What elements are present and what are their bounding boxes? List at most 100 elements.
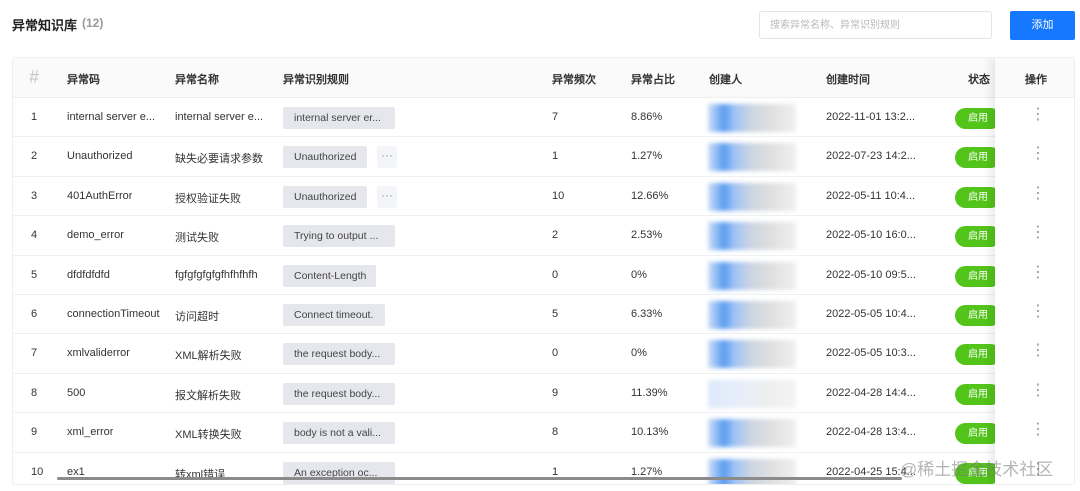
rule-tag: the request body... — [283, 343, 395, 366]
row-actions-menu-icon[interactable]: ⋮ — [1030, 381, 1046, 399]
table-row[interactable]: 4 demo_error 测试失败 Trying to output ... 2 2.53… — [13, 216, 1074, 256]
column-header-status: 状态 — [968, 74, 990, 86]
more-rules-button[interactable]: ··· — [377, 185, 397, 208]
creator-avatar-image — [708, 458, 796, 484]
watermark: @稀土掘金技术社区 — [900, 460, 1054, 479]
exception-frequency: 2 — [552, 229, 559, 242]
exception-frequency: 7 — [552, 111, 559, 123]
rule-tag: Unauthorized — [283, 146, 367, 169]
creator-avatar — [708, 379, 796, 408]
table-row[interactable]: 3 401AuthError 授权验证失败 Unauthorized ··· 10 12.6… — [13, 177, 1074, 217]
row-actions-menu-icon[interactable]: ⋮ — [1030, 145, 1046, 163]
exception-ratio: 1.27% — [631, 150, 663, 163]
row-actions-menu-icon[interactable]: ⋮ — [1030, 263, 1046, 281]
creator-avatar-image — [708, 222, 796, 251]
status-toggle[interactable]: 启用 — [955, 186, 1001, 208]
column-header-code: 异常码 — [67, 74, 100, 86]
table-header: # 异常码 异常名称 异常识别规则 异常频次 异常占比 创建人 创建时间 状态 — [13, 58, 1074, 98]
creator-avatar-image — [708, 419, 796, 448]
exception-table: # 异常码 异常名称 异常识别规则 异常频次 异常占比 创建人 创建时间 状态 … — [12, 57, 1075, 485]
exception-code: dfdfdfdfd — [67, 268, 110, 281]
search-input[interactable] — [759, 11, 992, 39]
status-toggle[interactable]: 启用 — [955, 305, 1001, 326]
item-count: (12) — [82, 16, 104, 30]
status-toggle[interactable]: 启用 — [955, 344, 1001, 366]
created-time: 2022-11-01 13:2... — [826, 111, 916, 123]
creator-avatar — [708, 143, 796, 172]
created-time: 2022-05-10 09:5... — [826, 268, 916, 281]
exception-ratio: 1.27% — [631, 465, 663, 478]
row-index: 6 — [31, 308, 38, 320]
exception-code: xml_error — [67, 426, 114, 439]
rule-tag: Trying to output ... — [283, 225, 395, 248]
table-row[interactable]: 8 500 报文解析失败 the request body... 9 11.39% 2022… — [13, 374, 1074, 414]
status-toggle[interactable]: 启用 — [955, 423, 1001, 445]
exception-code: 500 — [67, 386, 86, 399]
rule-tag: Content-Length — [283, 264, 376, 287]
row-index: 10 — [31, 465, 44, 478]
exception-frequency: 10 — [552, 189, 565, 202]
exception-code: Unauthorized — [67, 150, 133, 163]
row-actions-menu-icon[interactable]: ⋮ — [1030, 224, 1046, 242]
table-row[interactable]: 9 xml_error XML转换失败 body is not a vali... 8 1… — [13, 413, 1074, 453]
creator-avatar — [708, 419, 796, 448]
column-header-frequency: 异常频次 — [552, 74, 596, 86]
rule-tag: An exception oc... — [283, 461, 395, 484]
row-actions-menu-icon[interactable]: ⋮ — [1030, 106, 1046, 123]
created-time: 2022-05-10 16:0... — [826, 229, 916, 242]
table-row[interactable]: 7 xmlvaliderror XML解析失败 the request body...… — [13, 334, 1074, 374]
row-index: 7 — [31, 347, 38, 360]
more-rules-button[interactable]: ··· — [377, 146, 397, 169]
status-toggle[interactable]: 启用 — [955, 147, 1001, 169]
created-time: 2022-07-23 14:2... — [826, 150, 916, 163]
row-actions-menu-icon[interactable]: ⋮ — [1030, 303, 1046, 320]
exception-name: internal server e... — [175, 111, 264, 123]
status-toggle[interactable]: 启用 — [955, 226, 1001, 248]
exception-code: 401AuthError — [67, 189, 133, 202]
exception-frequency: 1 — [552, 150, 559, 163]
exception-frequency: 5 — [552, 308, 559, 320]
exception-ratio: 10.13% — [631, 426, 669, 439]
column-header-ratio: 异常占比 — [631, 74, 675, 86]
exception-frequency: 8 — [552, 426, 559, 439]
creator-avatar — [708, 222, 796, 251]
status-toggle[interactable]: 启用 — [955, 462, 1001, 484]
table-row[interactable]: 5 dfdfdfdfd fgfgfgfgfgfhfhfhfh Content-Leng… — [13, 256, 1074, 295]
status-toggle[interactable]: 启用 — [955, 265, 1001, 287]
created-time: 2022-04-28 13:4... — [826, 426, 916, 439]
table-row[interactable]: 6 connectionTimeout 访问超时 Connect timeout. 5 6… — [13, 295, 1074, 335]
row-index: 5 — [31, 268, 38, 281]
row-index: 3 — [31, 189, 38, 202]
column-header-created-time: 创建时间 — [826, 74, 870, 86]
row-actions-menu-icon[interactable]: ⋮ — [1030, 342, 1046, 360]
exception-name: 缺失必要请求参数 — [175, 153, 263, 166]
exception-frequency: 0 — [552, 268, 559, 281]
row-index: 9 — [31, 426, 38, 439]
exception-ratio: 0% — [631, 268, 647, 281]
exception-name: 报文解析失败 — [175, 389, 241, 402]
creator-avatar-image — [708, 143, 796, 172]
exception-ratio: 12.66% — [631, 189, 669, 202]
table-row[interactable]: 2 Unauthorized 缺失必要请求参数 Unauthorized ··· 1 1.2… — [13, 137, 1074, 177]
table-row[interactable]: 1 internal server e... internal server e..… — [13, 98, 1074, 138]
exception-name: XML解析失败 — [175, 350, 242, 363]
add-button[interactable]: 添加 — [1010, 11, 1075, 40]
row-actions-menu-icon[interactable]: ⋮ — [1030, 184, 1046, 202]
page-title: 异常知识库 — [12, 18, 78, 33]
row-index: 8 — [31, 386, 38, 399]
creator-avatar-image — [708, 379, 796, 408]
creator-avatar-image — [708, 104, 796, 132]
horizontal-scrollbar[interactable] — [57, 477, 902, 480]
creator-avatar — [708, 261, 796, 290]
exception-code: internal server e... — [67, 111, 156, 123]
row-actions-menu-icon[interactable]: ⋮ — [1030, 421, 1046, 439]
status-toggle[interactable]: 启用 — [955, 383, 1001, 405]
creator-avatar — [708, 182, 796, 211]
creator-avatar-image — [708, 340, 796, 369]
exception-frequency: 9 — [552, 386, 559, 399]
column-header-creator: 创建人 — [709, 74, 742, 86]
exception-code: xmlvaliderror — [67, 347, 130, 360]
exception-frequency: 0 — [552, 347, 559, 360]
exception-name: XML转换失败 — [175, 429, 242, 442]
status-toggle[interactable]: 启用 — [955, 108, 1001, 129]
